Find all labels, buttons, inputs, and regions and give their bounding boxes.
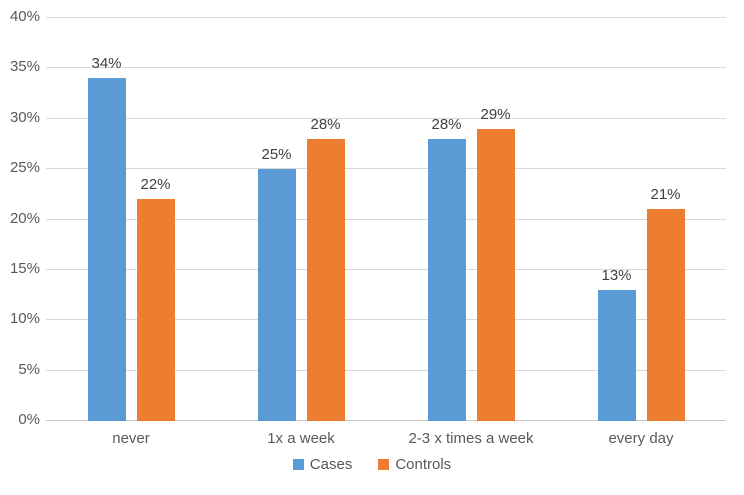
y-tick-label: 20% (9, 209, 40, 227)
y-tick-label: 0% (18, 411, 40, 428)
gridline (46, 117, 726, 119)
x-tick-label-1: 1x a week (267, 430, 335, 447)
data-label-controls-0: 22% (140, 176, 171, 194)
bar-cases-1 (257, 169, 296, 421)
data-label-controls-1: 28% (310, 115, 341, 133)
legend-swatch-controls-icon (378, 459, 390, 470)
plot-area: 34% 22% 25% 28% 28% 29% 13% 21% (46, 17, 726, 421)
legend-item-cases: Cases (292, 456, 353, 473)
legend: Cases Controls (0, 456, 744, 473)
bar-cases-0 (87, 78, 126, 421)
y-tick-label: 35% (9, 58, 40, 76)
bar-cases-2 (427, 138, 466, 421)
y-tick-label: 15% (9, 259, 40, 277)
gridline (46, 319, 726, 321)
y-tick-label: 30% (9, 108, 40, 126)
gridline (46, 67, 726, 69)
x-tick-label-0: never (112, 430, 150, 447)
legend-swatch-cases-icon (292, 459, 304, 470)
y-tick-label: 40% (9, 8, 40, 25)
bar-controls-3 (646, 209, 685, 421)
legend-item-controls: Controls (378, 456, 451, 473)
data-label-cases-2: 28% (431, 115, 462, 133)
gridline (46, 369, 726, 371)
y-tick-label: 10% (9, 310, 40, 328)
y-tick-label: 5% (18, 360, 40, 378)
gridline (46, 168, 726, 170)
data-label-cases-0: 34% (91, 55, 122, 73)
bar-cases-3 (597, 290, 636, 421)
legend-label-controls: Controls (395, 456, 452, 473)
legend-label-cases: Cases (309, 456, 353, 473)
bar-controls-1 (306, 138, 345, 421)
data-label-cases-1: 25% (261, 146, 292, 164)
data-label-cases-3: 13% (601, 267, 632, 285)
x-axis-line (46, 420, 726, 421)
gridline (46, 17, 726, 18)
gridline (46, 268, 726, 270)
x-axis-labels: never 1x a week 2-3 x times a week every da… (46, 429, 726, 449)
y-tick-label: 25% (9, 159, 40, 177)
x-tick-label-2: 2-3 x times a week (408, 430, 534, 447)
gridline (46, 218, 726, 220)
bar-controls-2 (476, 128, 515, 421)
data-label-controls-2: 29% (480, 105, 511, 123)
data-label-controls-3: 21% (650, 186, 681, 204)
x-tick-label-3: every day (608, 430, 674, 447)
bar-controls-0 (136, 199, 175, 421)
